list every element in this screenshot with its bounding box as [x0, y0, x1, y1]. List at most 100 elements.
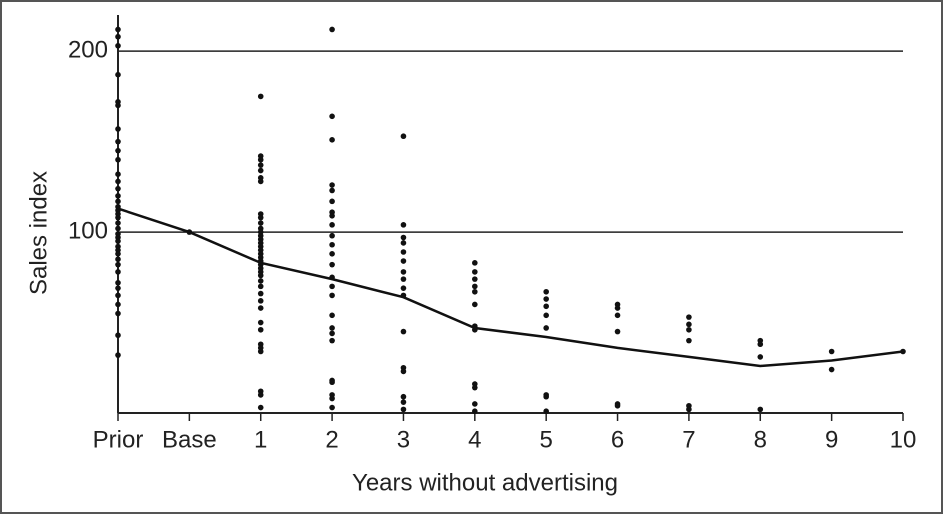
- scatter-point: [686, 321, 692, 328]
- x-tick-label: Prior: [93, 426, 144, 453]
- x-tick-label: 2: [325, 426, 338, 453]
- scatter-point: [400, 249, 407, 255]
- scatter-point: [115, 156, 121, 163]
- scatter-point: [329, 404, 335, 411]
- scatter-point: [115, 198, 121, 205]
- scatter-point: [115, 279, 121, 286]
- y-axis-label: Sales index: [25, 171, 52, 295]
- scatter-point: [115, 42, 121, 49]
- scatter-point: [472, 301, 478, 308]
- x-tick-label: 9: [825, 426, 838, 453]
- scatter-point: [329, 261, 335, 268]
- scatter-point: [329, 395, 335, 402]
- trend-line: [117, 207, 904, 368]
- scatter-point: [115, 214, 121, 221]
- scatter-point: [257, 178, 264, 185]
- scatter-point: [828, 348, 835, 355]
- scatter-point: [329, 182, 335, 188]
- scatter-point: [257, 283, 264, 290]
- scatter-point: [757, 341, 764, 348]
- scatter-point: [115, 126, 121, 132]
- scatter-point: [115, 301, 121, 308]
- scatter-point: [329, 283, 335, 290]
- scatter-point: [115, 352, 121, 358]
- scatter-point: [329, 325, 335, 331]
- scatter-point: [115, 33, 121, 40]
- scatter-point: [115, 256, 121, 263]
- scatter-point: [543, 408, 549, 414]
- scatter-point: [257, 214, 264, 221]
- scatter-point: [329, 137, 335, 143]
- scatter-point: [686, 314, 692, 320]
- scatter-point: [115, 269, 121, 275]
- scatter-point: [400, 222, 407, 228]
- scatter-point: [757, 354, 764, 360]
- scatter-point: [257, 319, 264, 326]
- scatter-point: [115, 220, 121, 226]
- scatter-point: [543, 312, 549, 319]
- scatter-point: [472, 288, 478, 295]
- scatter-point: [115, 238, 121, 244]
- y-tick-label: 100: [68, 217, 108, 244]
- scatter-point: [400, 258, 407, 264]
- scatter-point: [115, 185, 121, 192]
- scatter-point: [686, 337, 692, 344]
- scatter-point: [329, 330, 335, 337]
- scatter-point: [115, 332, 121, 339]
- scatter-point: [400, 399, 407, 405]
- scatter-point: [329, 337, 335, 344]
- scatter-point: [257, 167, 264, 174]
- scatter-point: [257, 156, 264, 163]
- scatter-point: [329, 187, 335, 194]
- scatter-point: [400, 269, 407, 275]
- x-tick-label: 6: [611, 426, 624, 453]
- scatter-point: [400, 368, 407, 375]
- scatter-point: [115, 261, 121, 268]
- scatter-point: [257, 392, 264, 398]
- scatter-point: [257, 272, 264, 279]
- scatter-point: [329, 26, 335, 33]
- x-axis-label: Years without advertising: [352, 469, 618, 496]
- scatter-point: [115, 171, 121, 177]
- scatter-point: [329, 222, 335, 228]
- scatter-point: [115, 225, 121, 232]
- y-tick-label: 200: [68, 37, 108, 64]
- x-tick-label: Base: [162, 426, 217, 453]
- scatter-point: [543, 393, 549, 400]
- scatter-point: [329, 241, 335, 248]
- scatter-point: [400, 240, 407, 246]
- scatter-point: [329, 292, 335, 299]
- scatter-point: [472, 283, 478, 290]
- scatter-point: [257, 326, 264, 333]
- scatter-point: [472, 408, 478, 414]
- scatter-point: [257, 305, 264, 311]
- scatter-point: [329, 251, 335, 257]
- scatter-point: [115, 102, 121, 109]
- scatter-point: [757, 406, 764, 413]
- scatter-point: [400, 328, 407, 335]
- scatter-point: [257, 278, 264, 284]
- scatter-point: [329, 198, 335, 205]
- scatter-point: [115, 71, 121, 78]
- scatter-point: [257, 298, 264, 304]
- x-tick-label: 8: [754, 426, 767, 453]
- scatter-point: [400, 234, 407, 241]
- scatter-point: [257, 290, 264, 297]
- x-tick-label: 4: [468, 426, 481, 453]
- scatter-point: [614, 328, 621, 335]
- scatter-point: [257, 348, 264, 355]
- scatter-point: [472, 260, 478, 266]
- scatter-point: [400, 133, 407, 140]
- scatter-point: [400, 276, 407, 282]
- scatter-point: [543, 288, 549, 295]
- scatter-point: [472, 276, 478, 282]
- x-tick-label: 5: [540, 426, 553, 453]
- scatter-point: [115, 310, 121, 317]
- scatter-point: [472, 269, 478, 275]
- scatter-point: [115, 285, 121, 291]
- scatter-point: [257, 93, 264, 100]
- scatter-point: [614, 312, 621, 319]
- scatter-point: [686, 326, 692, 333]
- x-tick-label: 10: [890, 426, 917, 453]
